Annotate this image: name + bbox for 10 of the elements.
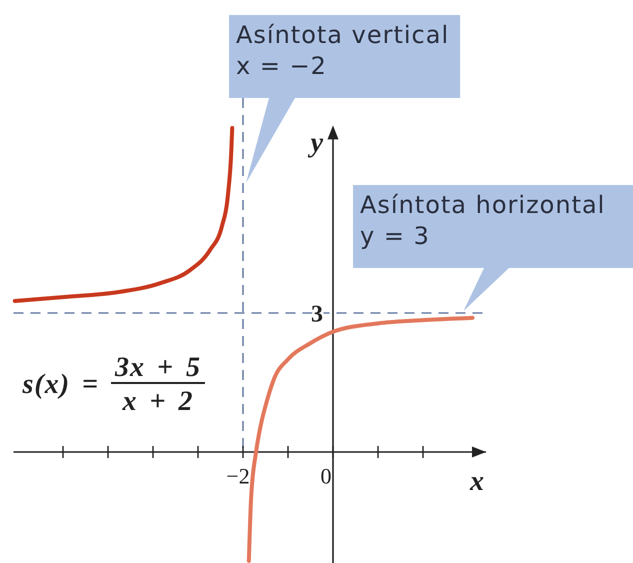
ref-line-label: Asíntota vertical x = −2 xyxy=(236,21,450,80)
annotation: 3x + 5 xyxy=(114,352,201,383)
annotation: s(x) = xyxy=(22,369,99,400)
annotation: 3 xyxy=(311,301,323,328)
y-axis-title: y xyxy=(308,127,324,158)
x-tick-label: −2 xyxy=(226,464,250,489)
x-axis-title: x xyxy=(469,466,484,497)
annotation: Asíntota horizontal y = 3 xyxy=(360,191,606,250)
x-tick-label: 0 xyxy=(320,464,332,489)
annotation: x + 2 xyxy=(122,386,194,417)
